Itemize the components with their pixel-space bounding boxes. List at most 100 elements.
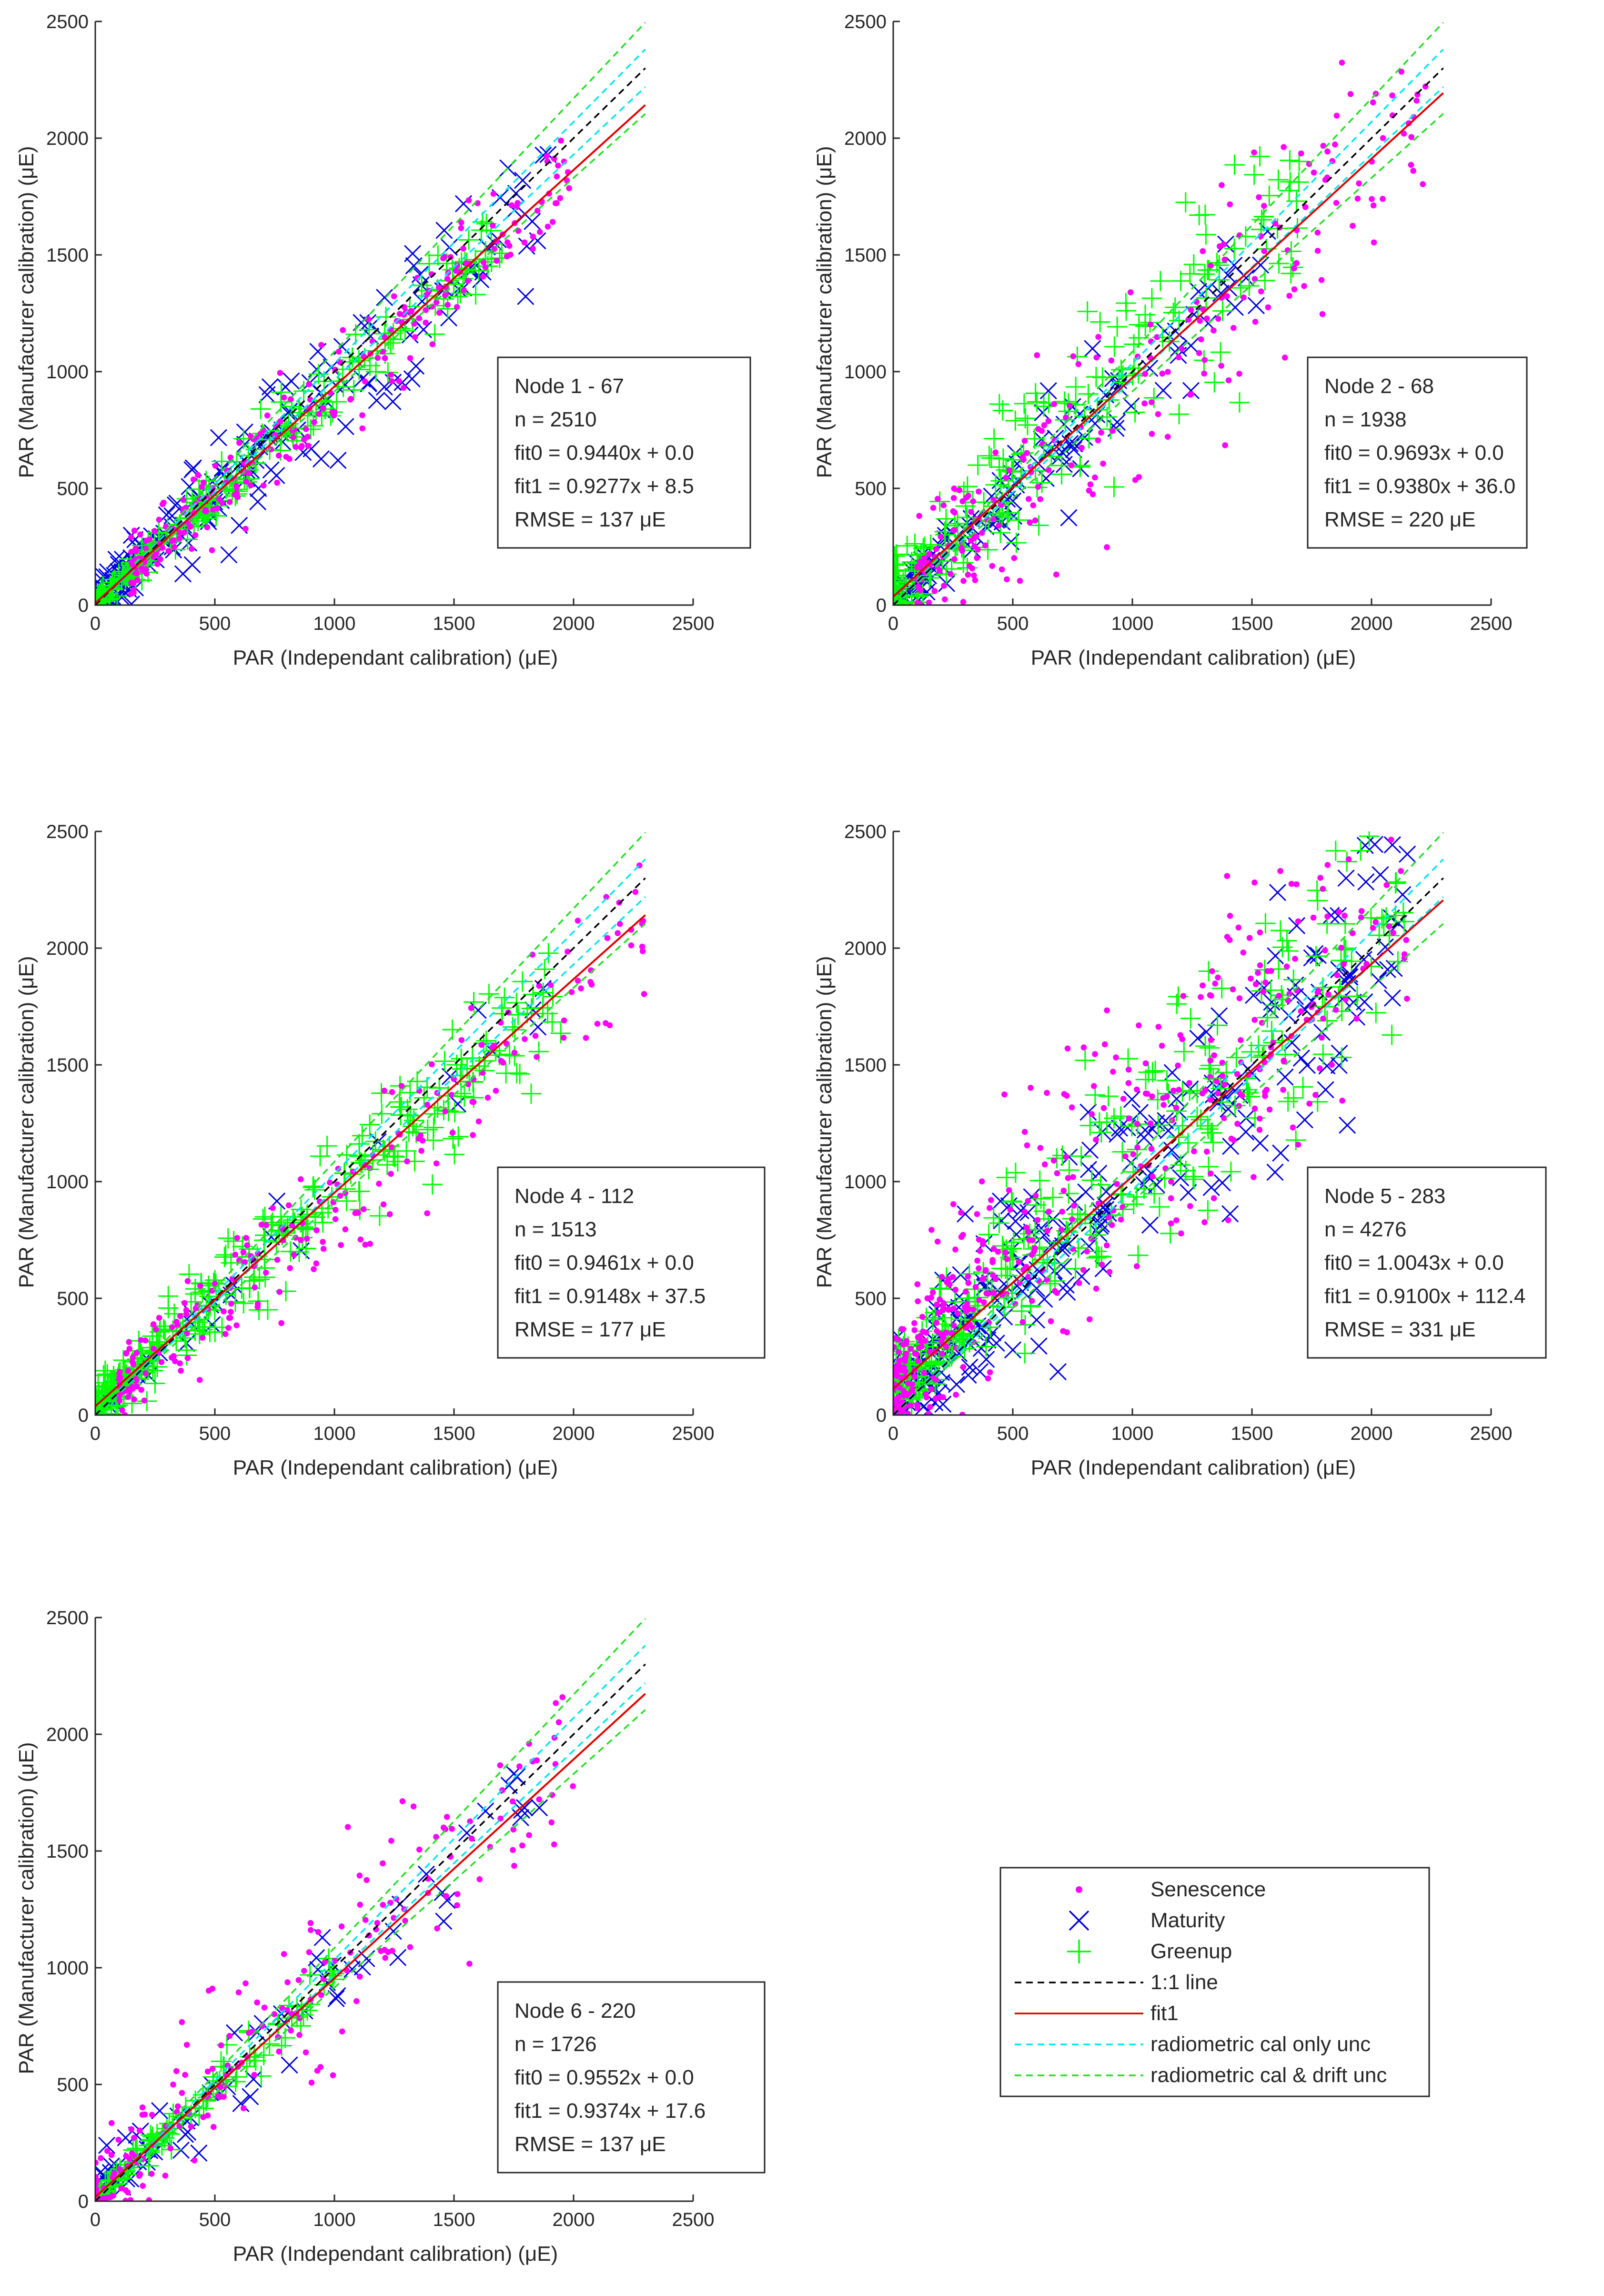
greenup-point (417, 1119, 438, 1140)
senescence-point (490, 191, 497, 197)
maturity-point (1317, 1081, 1334, 1099)
greenup-point (395, 321, 415, 341)
senescence-point (1045, 467, 1052, 473)
senescence-point (200, 2114, 206, 2120)
maturity-point (1399, 845, 1416, 863)
greenup-point (295, 1218, 316, 1239)
maturity-point (1266, 1163, 1284, 1181)
senescence-point (183, 1307, 190, 1314)
senescence-point (641, 991, 647, 997)
senescence-point (1090, 1083, 1097, 1089)
greenup-point (990, 470, 1011, 491)
y-tick-label: 1000 (46, 1172, 89, 1193)
senescence-point (335, 348, 342, 355)
greenup-point (225, 1292, 246, 1312)
senescence-point (1227, 912, 1233, 919)
y-tick-label: 2500 (844, 821, 887, 842)
greenup-point (1024, 428, 1045, 449)
senescence-point (268, 446, 274, 453)
senescence-point (907, 1402, 914, 1409)
greenup-point (371, 1083, 392, 1103)
senescence-point (434, 1925, 440, 1932)
senescence-point (1370, 925, 1376, 931)
maturity-point (993, 1212, 1010, 1230)
senescence-point (128, 534, 134, 540)
senescence-point (1257, 929, 1263, 936)
greenup-point (1042, 1187, 1063, 1208)
senescence-point (1044, 1090, 1050, 1096)
senescence-point (1180, 993, 1187, 999)
senescence-point (1035, 484, 1041, 490)
senescence-point (407, 1944, 414, 1951)
senescence-point (1095, 334, 1101, 340)
senescence-point (444, 302, 451, 308)
rad-unc-upper-line (95, 49, 646, 605)
plot-area: 0 500 1000 1500 2000 2500 0 500 1000 1500 2000 2500 (46, 1608, 714, 2230)
x-tick-label: 2500 (672, 2209, 715, 2230)
fit1-line (893, 92, 1444, 597)
senescence-point (171, 544, 178, 550)
senescence-point (192, 532, 199, 538)
greenup-point (1005, 410, 1026, 431)
senescence-point (1319, 1034, 1325, 1041)
greenup-point (1331, 950, 1352, 971)
maturity-point (1200, 279, 1217, 297)
x-tick-label: 2500 (1470, 613, 1513, 634)
senescence-point (508, 202, 515, 209)
maturity-point (1306, 945, 1324, 962)
senescence-point (575, 918, 581, 924)
senescence-point (1034, 1217, 1041, 1223)
senescence-point (104, 2148, 111, 2154)
senescence-point (510, 1826, 516, 1833)
senescence-point (259, 2023, 265, 2029)
senescence-point (1207, 1096, 1214, 1103)
senescence-point (1258, 288, 1264, 294)
senescence-point (1086, 1316, 1093, 1323)
senescence-point (914, 599, 921, 605)
senescence-point (639, 948, 646, 954)
greenup-point (948, 513, 968, 534)
senescence-point (308, 2079, 315, 2086)
senescence-point (1142, 371, 1148, 377)
senescence-point (900, 1341, 907, 1348)
greenup-point (1197, 1115, 1218, 1136)
greenup-point (1123, 1162, 1144, 1183)
maturity-point (1131, 1103, 1149, 1121)
greenup-point (254, 1230, 274, 1251)
senescence-point (128, 549, 134, 555)
y-tick-label: 2000 (46, 128, 89, 149)
senescence-point (233, 1322, 240, 1328)
senescence-point (121, 1412, 128, 1415)
senescence-point (260, 482, 267, 489)
senescence-point (1084, 1248, 1090, 1254)
maturity-point (1039, 382, 1057, 400)
senescence-point (947, 571, 954, 577)
greenup-point (1244, 164, 1264, 185)
maturity-point (368, 392, 385, 409)
fit0-label: fit0 = 0.9440x + 0.0 (514, 441, 694, 465)
n-label: n = 1513 (514, 1218, 597, 1241)
senescence-point (240, 1249, 247, 1255)
greenup-point (313, 1212, 333, 1233)
greenup-point (1253, 206, 1274, 227)
y-tick-label: 0 (876, 1405, 887, 1426)
x-tick-label: 1500 (433, 2209, 475, 2230)
senescence-point (1212, 981, 1218, 987)
greenup-point (1112, 1184, 1133, 1205)
senescence-point (1034, 352, 1040, 358)
greenup-point (1203, 1132, 1223, 1153)
senescence-point (1069, 1216, 1075, 1223)
maturity-point (242, 2088, 259, 2105)
greenup-point (981, 1279, 1002, 1300)
senescence-point (1046, 1208, 1052, 1215)
greenup-point (1268, 170, 1289, 190)
senescence-point (205, 1987, 212, 1994)
greenup-point (494, 987, 515, 1008)
y-tick-label: 1000 (844, 1172, 887, 1193)
senescence-point (142, 1337, 149, 1344)
senescence-point (1024, 450, 1030, 456)
greenup-point (895, 572, 916, 593)
greenup-point (1030, 1188, 1051, 1209)
greenup-point (145, 1373, 165, 1394)
fit1-line (95, 1693, 646, 2198)
